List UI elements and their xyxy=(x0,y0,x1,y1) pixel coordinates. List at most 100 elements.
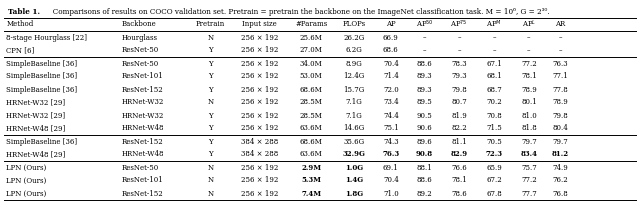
Text: Method: Method xyxy=(6,21,34,28)
Text: 6.2G: 6.2G xyxy=(346,46,362,54)
Text: 77.2: 77.2 xyxy=(521,177,537,184)
Text: 256 × 192: 256 × 192 xyxy=(241,99,278,106)
Text: 78.9: 78.9 xyxy=(521,85,537,93)
Text: N: N xyxy=(207,33,213,42)
Text: HRNet-W32: HRNet-W32 xyxy=(122,99,164,106)
Text: 81.2: 81.2 xyxy=(552,151,569,159)
Text: 74.9: 74.9 xyxy=(552,163,568,172)
Text: 73.4: 73.4 xyxy=(383,99,399,106)
Text: 7.1G: 7.1G xyxy=(346,99,362,106)
Text: 78.9: 78.9 xyxy=(552,99,568,106)
Text: 63.6M: 63.6M xyxy=(300,124,323,132)
Text: 70.5: 70.5 xyxy=(486,138,502,145)
Text: 256 × 192: 256 × 192 xyxy=(241,177,278,184)
Text: 79.3: 79.3 xyxy=(452,73,467,81)
Text: 78.3: 78.3 xyxy=(452,60,467,67)
Text: 68.1: 68.1 xyxy=(486,73,502,81)
Text: 79.8: 79.8 xyxy=(451,85,467,93)
Text: 79.7: 79.7 xyxy=(521,138,537,145)
Text: 15.7G: 15.7G xyxy=(343,85,364,93)
Text: 1.0G: 1.0G xyxy=(345,163,363,172)
Text: AP$^{75}$: AP$^{75}$ xyxy=(451,19,468,30)
Text: 80.7: 80.7 xyxy=(451,99,467,106)
Text: 79.7: 79.7 xyxy=(552,138,568,145)
Text: Y: Y xyxy=(208,60,212,67)
Text: 25.6M: 25.6M xyxy=(300,33,323,42)
Text: 90.8: 90.8 xyxy=(416,151,433,159)
Text: 8-stage Hourglass [22]: 8-stage Hourglass [22] xyxy=(6,33,88,42)
Text: N: N xyxy=(207,163,213,172)
Text: 74.4: 74.4 xyxy=(383,112,399,120)
Text: 70.2: 70.2 xyxy=(486,99,502,106)
Text: ResNet-152: ResNet-152 xyxy=(122,138,163,145)
Text: 384 × 288: 384 × 288 xyxy=(241,151,278,159)
Text: N: N xyxy=(207,190,213,198)
Text: 28.5M: 28.5M xyxy=(300,112,323,120)
Text: 67.1: 67.1 xyxy=(486,60,502,67)
Text: 7.1G: 7.1G xyxy=(346,112,362,120)
Text: –: – xyxy=(559,46,562,54)
Text: ResNet-50: ResNet-50 xyxy=(122,163,159,172)
Text: AP$^{M}$: AP$^{M}$ xyxy=(486,19,502,30)
Text: 67.8: 67.8 xyxy=(486,190,502,198)
Text: 68.7: 68.7 xyxy=(486,85,502,93)
Text: Comparisons of results on COCO validation set. Pretrain = pretrain the backbone : Comparisons of results on COCO validatio… xyxy=(46,8,550,16)
Text: 68.6: 68.6 xyxy=(383,46,399,54)
Text: ResNet-101: ResNet-101 xyxy=(122,177,163,184)
Text: AP$^{L}$: AP$^{L}$ xyxy=(522,19,536,30)
Text: –: – xyxy=(492,33,496,42)
Text: 27.0M: 27.0M xyxy=(300,46,323,54)
Text: 70.4: 70.4 xyxy=(383,60,399,67)
Text: 256 × 192: 256 × 192 xyxy=(241,163,278,172)
Text: 72.0: 72.0 xyxy=(383,85,399,93)
Text: 74.3: 74.3 xyxy=(383,138,399,145)
Text: –: – xyxy=(527,33,531,42)
Text: LPN (Ours): LPN (Ours) xyxy=(6,177,47,184)
Text: 77.7: 77.7 xyxy=(521,190,537,198)
Text: 384 × 288: 384 × 288 xyxy=(241,138,278,145)
Text: 65.9: 65.9 xyxy=(486,163,502,172)
Text: 77.2: 77.2 xyxy=(521,60,537,67)
Text: 83.4: 83.4 xyxy=(520,151,538,159)
Text: LPN (Ours): LPN (Ours) xyxy=(6,190,47,198)
Text: Y: Y xyxy=(208,138,212,145)
Text: HRNet-W48 [29]: HRNet-W48 [29] xyxy=(6,124,66,132)
Text: AR: AR xyxy=(556,21,566,28)
Text: Y: Y xyxy=(208,85,212,93)
Text: AP$^{50}$: AP$^{50}$ xyxy=(415,19,433,30)
Text: 5.3M: 5.3M xyxy=(301,177,321,184)
Text: 72.3: 72.3 xyxy=(486,151,502,159)
Text: 77.8: 77.8 xyxy=(552,85,568,93)
Text: 77.1: 77.1 xyxy=(552,73,568,81)
Text: 12.4G: 12.4G xyxy=(343,73,364,81)
Text: –: – xyxy=(423,46,426,54)
Text: 256 × 192: 256 × 192 xyxy=(241,85,278,93)
Text: Input size: Input size xyxy=(243,21,277,28)
Text: 14.6G: 14.6G xyxy=(343,124,364,132)
Text: 256 × 192: 256 × 192 xyxy=(241,46,278,54)
Text: ResNet-101: ResNet-101 xyxy=(122,73,163,81)
Text: 82.2: 82.2 xyxy=(451,124,467,132)
Text: ResNet-152: ResNet-152 xyxy=(122,85,163,93)
Text: 68.6M: 68.6M xyxy=(300,85,323,93)
Text: SimpleBaseline [36]: SimpleBaseline [36] xyxy=(6,138,77,145)
Text: 81.9: 81.9 xyxy=(451,112,467,120)
Text: 88.6: 88.6 xyxy=(417,177,433,184)
Text: HRNet-W32: HRNet-W32 xyxy=(122,112,164,120)
Text: LPN (Ours): LPN (Ours) xyxy=(6,163,47,172)
Text: 90.6: 90.6 xyxy=(417,124,433,132)
Text: Table 1.: Table 1. xyxy=(8,8,40,16)
Text: 71.5: 71.5 xyxy=(486,124,502,132)
Text: 1.8G: 1.8G xyxy=(345,190,363,198)
Text: 80.1: 80.1 xyxy=(521,99,537,106)
Text: 34.0M: 34.0M xyxy=(300,60,323,67)
Text: 76.6: 76.6 xyxy=(451,163,467,172)
Text: –: – xyxy=(492,46,496,54)
Text: 71.0: 71.0 xyxy=(383,190,399,198)
Text: 88.6: 88.6 xyxy=(417,60,433,67)
Text: 79.8: 79.8 xyxy=(552,112,568,120)
Text: 256 × 192: 256 × 192 xyxy=(241,73,278,81)
Text: 1.4G: 1.4G xyxy=(345,177,363,184)
Text: ResNet-152: ResNet-152 xyxy=(122,190,163,198)
Text: Y: Y xyxy=(208,73,212,81)
